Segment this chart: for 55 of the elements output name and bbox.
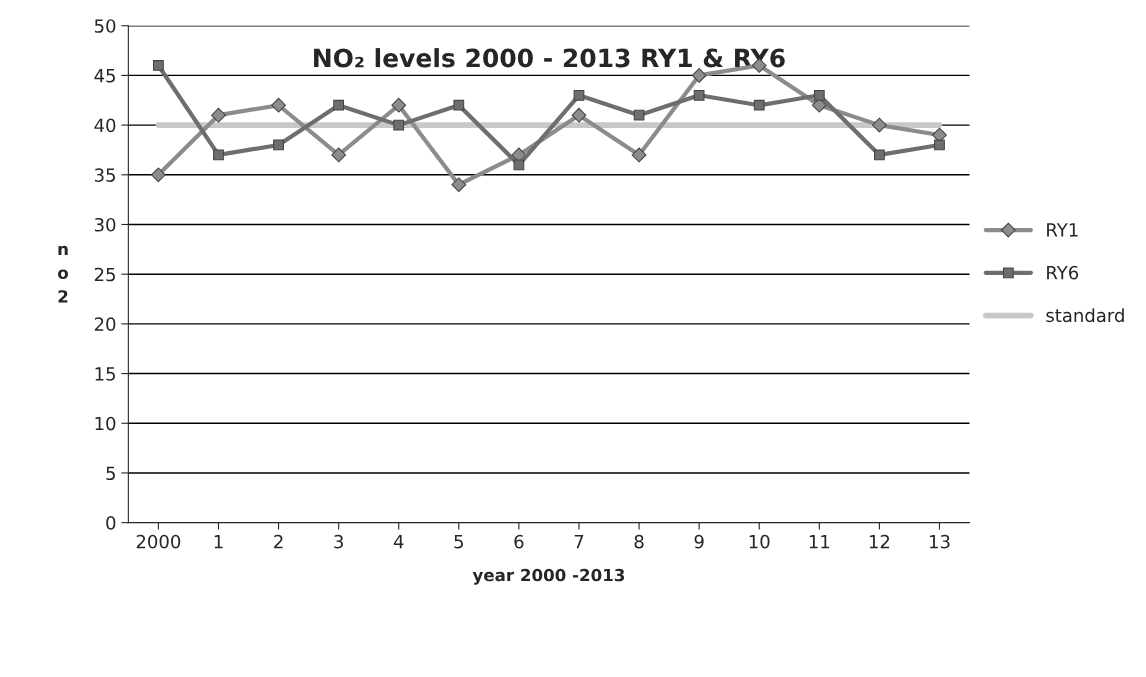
y-tick-label: 10 xyxy=(95,416,116,431)
point xyxy=(451,177,467,193)
y-tick-label: 5 xyxy=(106,466,115,481)
point xyxy=(273,139,284,151)
point xyxy=(211,107,226,123)
x-tick-label: 7 xyxy=(574,535,584,549)
x-tick-label: 3 xyxy=(334,534,343,549)
y-tick-label: 35 xyxy=(94,168,115,182)
point xyxy=(753,99,765,111)
point xyxy=(393,119,405,131)
point xyxy=(872,117,887,133)
x-tick-label: 9 xyxy=(694,534,704,549)
legend-label: RY1 xyxy=(1047,223,1078,237)
point xyxy=(631,147,647,163)
x-tick-label: 6 xyxy=(514,534,524,549)
x-tick-label: 13 xyxy=(929,534,950,549)
point xyxy=(453,99,465,111)
point xyxy=(693,89,705,101)
point xyxy=(271,97,286,113)
point xyxy=(813,89,825,101)
x-tick-label: 8 xyxy=(634,534,644,549)
point xyxy=(573,89,585,101)
y-tick-label: 40 xyxy=(94,118,116,133)
point xyxy=(151,167,166,183)
y-tick-label: 0 xyxy=(106,516,116,530)
point xyxy=(571,107,587,123)
point xyxy=(153,60,164,71)
point xyxy=(934,139,945,151)
point xyxy=(932,127,947,143)
x-tick-label: 10 xyxy=(749,534,770,549)
legend-label: RY6 xyxy=(1047,265,1079,280)
x-tick-label: 2000 xyxy=(136,534,181,549)
y-tick-label: 15 xyxy=(95,367,115,381)
y-tick-label: 50 xyxy=(94,19,116,33)
legend-label: standard xyxy=(1046,308,1124,323)
point xyxy=(691,68,707,83)
point xyxy=(391,97,407,113)
point xyxy=(513,159,525,171)
x-tick-label: 5 xyxy=(454,535,463,549)
point xyxy=(333,99,345,111)
y-tick-label: 25 xyxy=(94,267,115,282)
y-axis-title: no2 xyxy=(58,245,69,303)
y-tick-label: 30 xyxy=(94,217,116,232)
x-tick-label: 11 xyxy=(809,535,830,549)
point xyxy=(331,147,347,163)
x-tick-label: 1 xyxy=(214,535,223,549)
y-tick-label: 20 xyxy=(94,317,116,331)
point xyxy=(874,149,885,161)
point xyxy=(213,149,224,161)
point xyxy=(633,109,645,121)
x-tick-label: 4 xyxy=(393,535,404,549)
x-tick-label: 12 xyxy=(869,534,890,549)
y-tick-label: 45 xyxy=(94,69,115,83)
x-tick-label: 2 xyxy=(274,534,283,549)
x-axis-title: year 2000 -2013 xyxy=(472,568,625,585)
